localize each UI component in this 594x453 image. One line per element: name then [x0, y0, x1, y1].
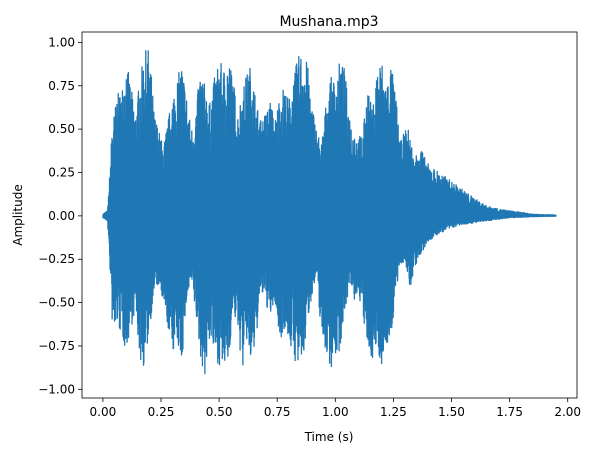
y-tick-label: −0.75 [38, 339, 75, 353]
y-tick-label: 0.25 [48, 166, 75, 180]
y-tick-label: 0.75 [48, 79, 75, 93]
x-tick-label: 2.00 [554, 405, 581, 419]
axes-frame [81, 31, 578, 399]
x-tick-label: 0.50 [206, 405, 233, 419]
y-axis: 1.00 0.75 0.50 0.25 0.00 −0.25 −0.50 −0.75 −1.00 [38, 35, 82, 396]
x-tick-label: 0.00 [90, 405, 117, 419]
x-axis: 0.00 0.25 0.50 0.75 1.00 1.25 1.50 1.75 2.00 [90, 398, 581, 419]
x-tick-label: 1.25 [380, 405, 407, 419]
y-tick-label: −0.25 [38, 252, 75, 266]
waveform-series [102, 50, 557, 375]
y-tick-label: −0.50 [38, 296, 75, 310]
x-tick-label: 0.75 [264, 405, 291, 419]
x-axis-title: Time (s) [304, 430, 354, 444]
x-tick-label: 1.50 [438, 405, 465, 419]
x-tick-label: 1.75 [496, 405, 523, 419]
x-tick-label: 1.00 [322, 405, 349, 419]
x-tick-label: 0.25 [148, 405, 175, 419]
y-tick-label: 0.50 [48, 122, 75, 136]
y-tick-label: 0.00 [48, 209, 75, 223]
series-layer [102, 50, 557, 375]
y-tick-label: −1.00 [38, 382, 75, 396]
y-tick-label: 1.00 [48, 35, 75, 49]
y-axis-title: Amplitude [11, 184, 25, 246]
plot-area [81, 31, 578, 399]
chart-title: Mushana.mp3 [279, 14, 378, 30]
